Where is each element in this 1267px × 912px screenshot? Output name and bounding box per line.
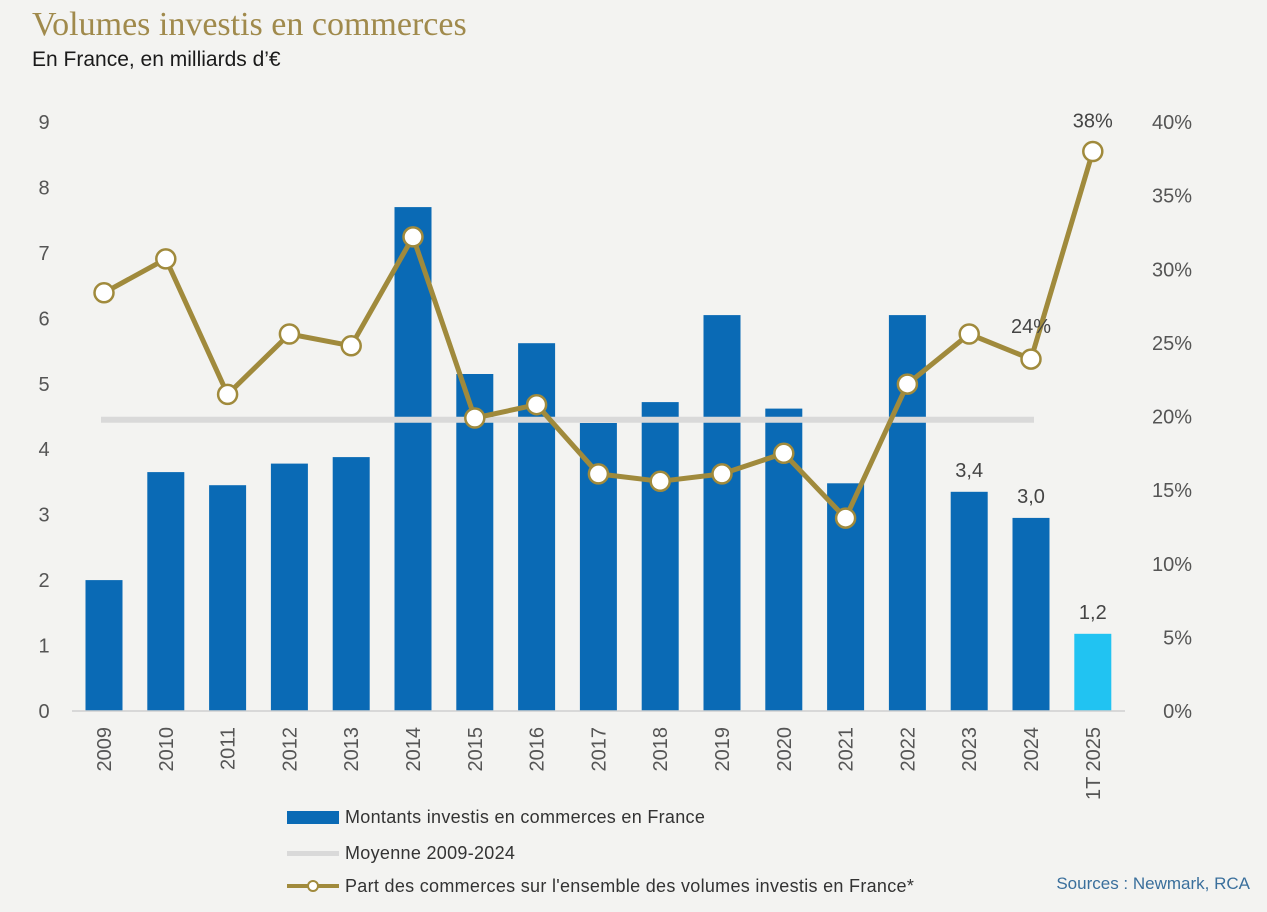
x-tick-label: 2014: [403, 727, 425, 772]
x-tick-label: 2017: [588, 727, 610, 772]
x-tick-label: 2022: [897, 727, 919, 772]
x-tick-label: 2015: [465, 727, 487, 772]
share-point-2015: [464, 407, 486, 429]
x-tick-label: 2009: [94, 727, 116, 772]
y-tick-label: 4: [38, 439, 49, 461]
y-axis-left-ticks: 0 1 2 3 4 5 6 7 8 9: [38, 112, 49, 723]
bar-2010: [147, 472, 185, 711]
chart-subtitle: En France, en milliards d’€: [32, 48, 281, 71]
y-tick-label: 5: [38, 374, 49, 396]
source-note: Sources : Newmark, RCA: [1056, 874, 1250, 893]
x-tick-label: 1T 2025: [1083, 727, 1105, 800]
legend-swatch-average: [287, 850, 339, 856]
legend-swatch-bars: [287, 810, 339, 824]
data-label: 38%: [1073, 111, 1113, 133]
legend-label-average: Moyenne 2009-2024: [345, 842, 516, 863]
legend-label-bars: Montants investis en commerces en France: [345, 806, 706, 827]
x-tick-label: 2018: [650, 727, 672, 772]
bar-2014: [394, 207, 432, 711]
y-tick-label: 7: [38, 243, 49, 265]
data-label: 24%: [1011, 316, 1051, 338]
y2-tick-label: 0%: [1163, 701, 1192, 723]
y2-tick-label: 10%: [1152, 554, 1192, 576]
bar-2011: [209, 485, 247, 711]
x-tick-label: 2012: [279, 727, 301, 772]
x-tick-label: 2024: [1021, 727, 1043, 772]
legend-item-average: Moyenne 2009-2024: [287, 841, 515, 865]
share-point-2019: [711, 463, 733, 485]
y-tick-label: 3: [38, 505, 49, 527]
share-point-2023: [958, 323, 980, 345]
share-point-2016: [525, 393, 548, 416]
y-tick-label: 9: [38, 112, 49, 134]
share-point-2011: [216, 383, 239, 406]
share-point-2020: [773, 442, 795, 465]
share-point-2024: [1020, 348, 1042, 370]
bar-2024: [1012, 517, 1050, 711]
x-tick-label: 2020: [774, 727, 796, 772]
x-tick-label: 2010: [156, 727, 178, 772]
share-point-1t-2025: [1082, 140, 1104, 163]
bar-2019: [703, 315, 741, 711]
y2-tick-label: 35%: [1152, 186, 1192, 208]
y-axis-right-ticks: 0% 5% 10% 15% 20% 25% 30% 35% 40%: [1152, 112, 1192, 723]
y2-tick-label: 20%: [1152, 407, 1192, 429]
bar-2013: [332, 457, 370, 711]
share-point-2012: [278, 323, 301, 345]
x-tick-label: 2011: [218, 727, 240, 770]
y-tick-label: 1: [38, 636, 49, 658]
x-tick-label: 2019: [712, 727, 734, 772]
y-tick-label: 8: [38, 177, 49, 199]
share-point-2013: [340, 335, 362, 357]
share-points: [93, 140, 1104, 529]
share-point-2009: [93, 282, 115, 304]
share-point-2010: [155, 248, 177, 270]
bar-2018: [641, 402, 679, 711]
legend-item-share: Part des commerces sur l'ensemble des vo…: [287, 874, 914, 898]
share-point-2014: [402, 226, 424, 248]
y-tick-label: 6: [38, 308, 49, 330]
bar-2012: [270, 463, 308, 711]
y2-tick-label: 40%: [1152, 112, 1192, 134]
legend-item-bars: Montants investis en commerces en France: [287, 805, 705, 829]
y-tick-label: 2: [38, 570, 49, 592]
y2-tick-label: 30%: [1152, 259, 1192, 281]
y2-tick-label: 15%: [1152, 480, 1192, 502]
chart-title: Volumes investis en commerces: [32, 6, 467, 43]
x-tick-label: 2016: [527, 727, 549, 772]
share-point-2021: [834, 507, 857, 529]
bar-1t-2025: [1074, 633, 1112, 711]
bar-2009: [85, 580, 123, 711]
share-point-2018: [649, 470, 671, 493]
x-tick-label: 2021: [836, 727, 858, 772]
legend-label-share: Part des commerces sur l'ensemble des vo…: [345, 875, 915, 896]
bar-2015: [456, 374, 494, 711]
data-labels: 3,4 3,0 1,2 24% 38%: [955, 111, 1113, 624]
x-axis-ticks: 2009 2010 2011 2012 2013 2014 2015 2016 2017 2018…: [94, 727, 1105, 800]
y2-tick-label: 25%: [1152, 333, 1192, 355]
y2-tick-label: 5%: [1163, 627, 1192, 649]
x-tick-label: 2023: [959, 727, 981, 772]
legend-swatch-share: [287, 879, 339, 893]
y-tick-label: 0: [38, 701, 49, 723]
share-point-2022: [896, 373, 919, 395]
data-label: 3,0: [1017, 486, 1045, 508]
data-label: 3,4: [955, 460, 983, 482]
bar-2023: [950, 491, 988, 711]
x-tick-label: 2013: [341, 727, 363, 772]
share-point-2017: [587, 463, 610, 485]
data-label: 1,2: [1079, 602, 1107, 624]
